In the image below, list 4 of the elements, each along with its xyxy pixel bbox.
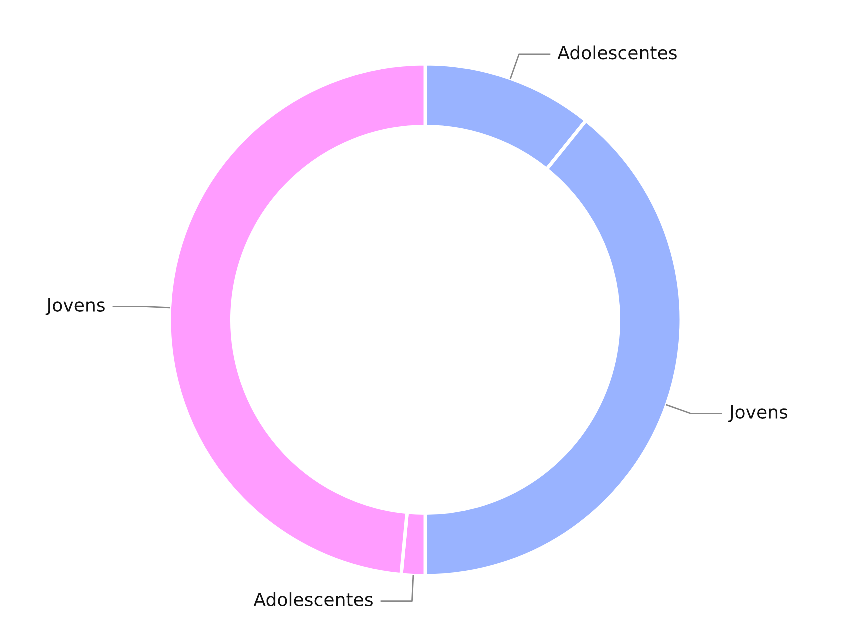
slice-label: Adolescentes: [558, 46, 677, 60]
slice-label: Jovens: [46, 298, 105, 316]
slice-label: Adolescentes: [254, 592, 373, 607]
slice-label: Jovens: [728, 406, 788, 422]
